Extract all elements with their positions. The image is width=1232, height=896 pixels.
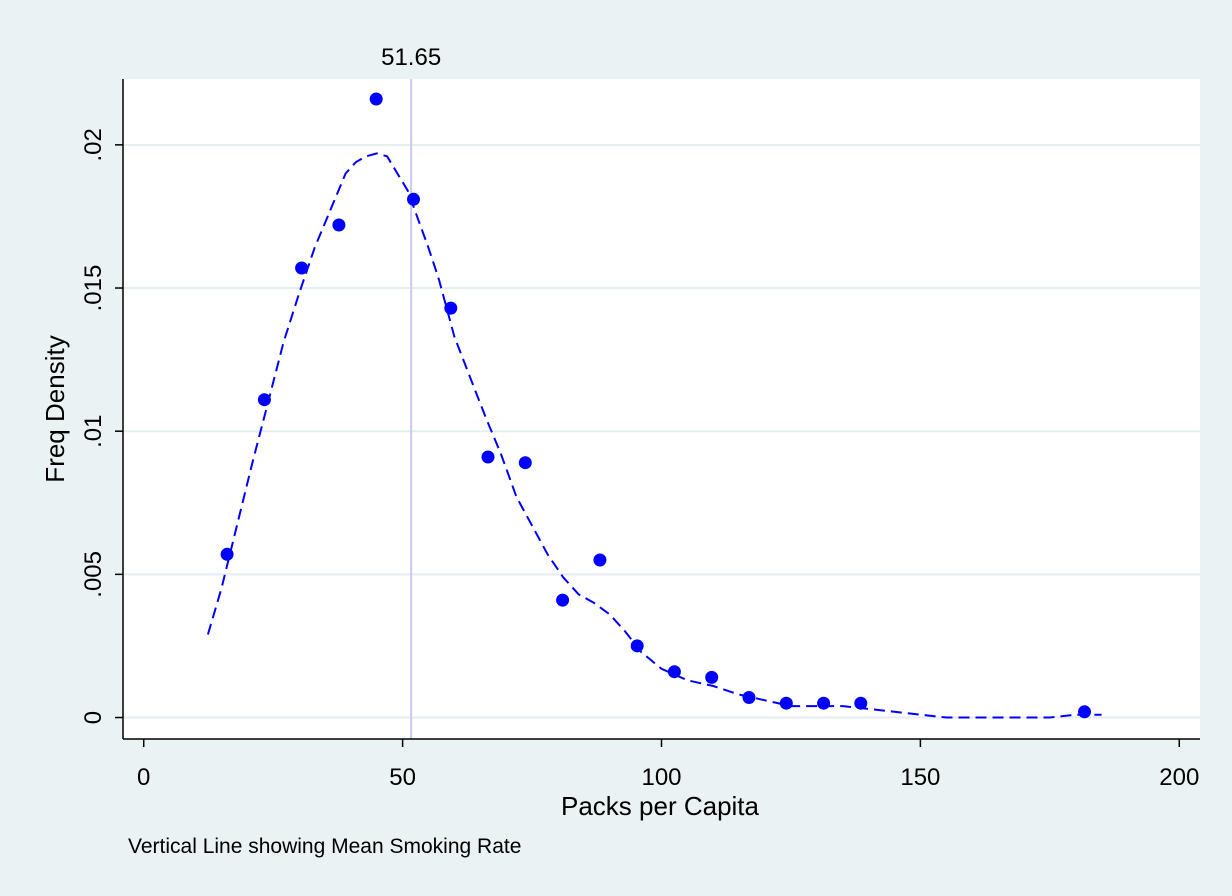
data-point-6: [444, 301, 458, 315]
scatter-points: [220, 92, 1091, 719]
y-tick-label-1: .005: [80, 551, 107, 598]
y-tick-label-2: .01: [80, 415, 107, 448]
y-tick-label-4: .02: [80, 128, 107, 161]
data-point-1: [257, 393, 271, 407]
y-tick-label-3: .015: [80, 265, 107, 312]
plot-area: [123, 79, 1200, 739]
x-axis-title: Packs per Capita: [561, 791, 760, 821]
data-point-17: [854, 696, 868, 710]
x-tick-label-1: 50: [389, 764, 416, 791]
data-point-11: [630, 639, 644, 653]
x-tick-label-2: 100: [641, 764, 681, 791]
data-point-5: [407, 192, 420, 206]
mean-label: 51.65: [381, 44, 441, 71]
chart-note: Vertical Line showing Mean Smoking Rate: [128, 835, 521, 858]
data-point-2: [295, 261, 309, 275]
x-tick-label-0: 0: [137, 764, 150, 791]
data-point-12: [667, 665, 681, 679]
density-curve: [206, 152, 1102, 719]
y-axis-ticks: 0 .005 .01 .015 .02: [80, 128, 123, 724]
y-tick-label-0: 0: [80, 711, 107, 724]
x-tick-label-3: 150: [900, 764, 940, 791]
data-point-8: [518, 456, 532, 470]
data-point-16: [817, 696, 831, 710]
data-point-15: [779, 696, 793, 710]
data-point-14: [742, 691, 756, 704]
x-tick-label-4: 200: [1159, 764, 1199, 791]
data-point-10: [593, 553, 607, 567]
data-point-13: [705, 670, 719, 684]
y-axis-title: Freq Density: [40, 335, 70, 482]
data-point-9: [556, 593, 570, 607]
data-point-4: [369, 92, 383, 106]
x-axis-ticks: 0 50 100 150 200: [137, 739, 1199, 791]
data-point-7: [481, 450, 495, 464]
data-point-3: [332, 218, 346, 232]
data-point-0: [220, 547, 234, 561]
data-point-18: [1078, 705, 1091, 719]
